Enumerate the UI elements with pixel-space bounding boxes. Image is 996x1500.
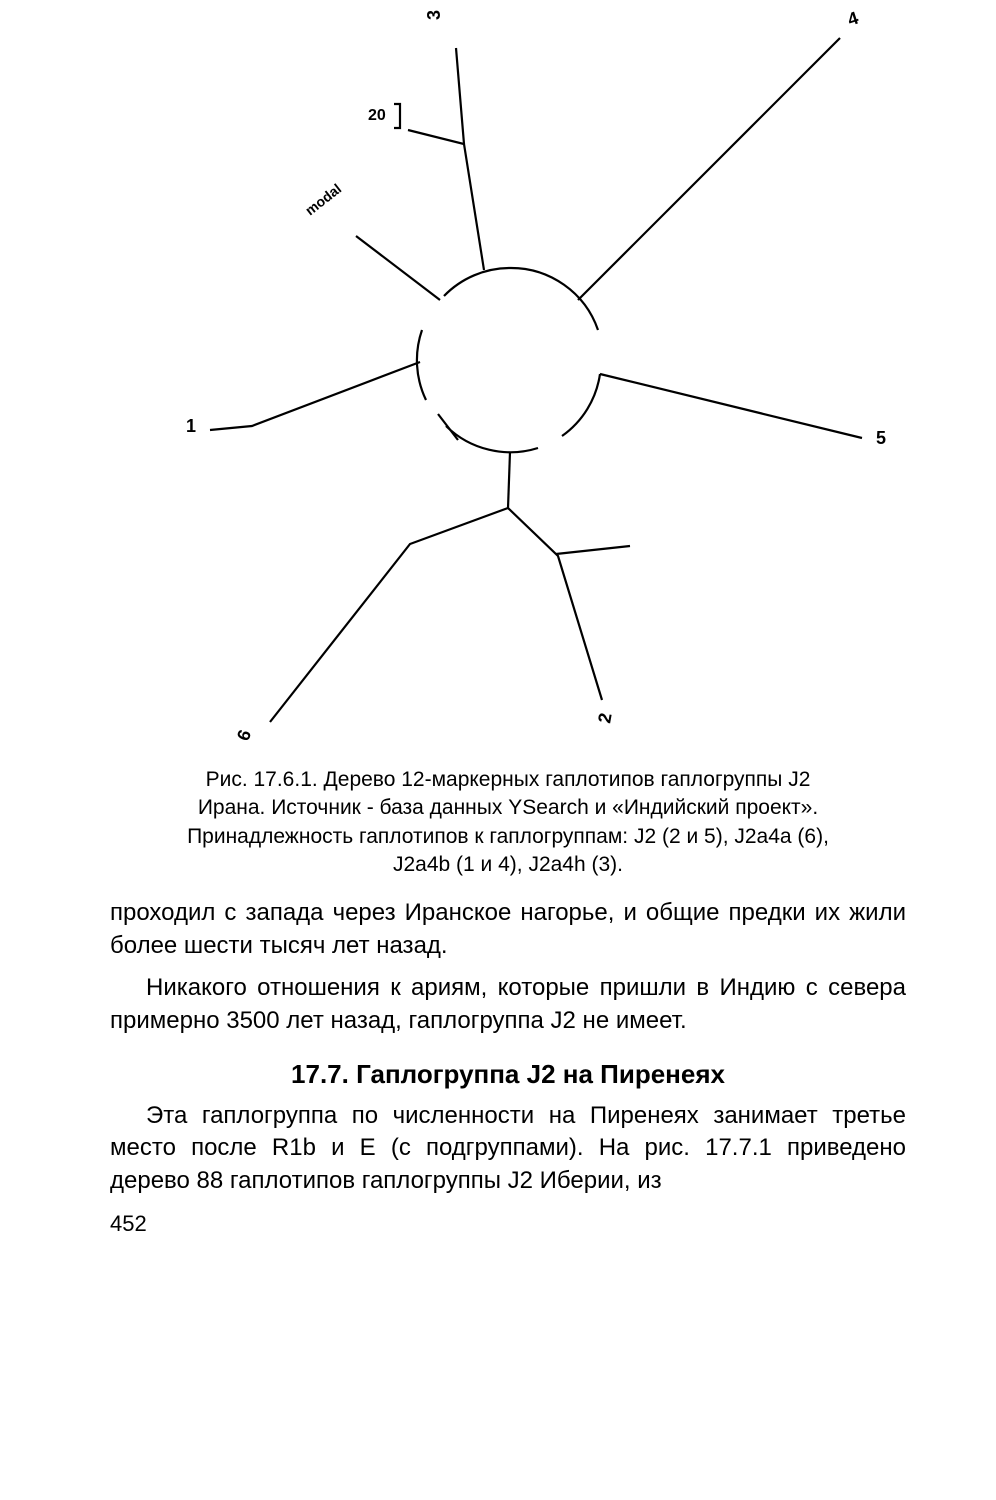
caption-line-1: Рис. 17.6.1. Дерево 12-маркерных гаплоти… [206, 768, 811, 791]
caption-line-4: J2a4b (1 и 4), J2a4h (3). [393, 853, 623, 876]
section-heading: 17.7. Гаплогруппа J2 на Пиренеях [110, 1059, 906, 1090]
node-5-label: 5 [876, 428, 886, 448]
page: 1 3 4 5 2 6 20 modal Рис. 17.6.1. Дерево… [0, 0, 996, 1500]
node-3-label: 3 [424, 10, 444, 20]
caption-line-2: Ирана. Источник - база данных YSearch и … [198, 796, 818, 819]
paragraph-1: проходил с запада через Иранское нагорье… [110, 897, 906, 962]
node-4-label: 4 [845, 8, 861, 30]
tree-diagram: 1 3 4 5 2 6 20 modal [110, 0, 906, 760]
node-6-label: 6 [233, 727, 255, 743]
paragraph-2: Никакого отношения к ариям, которые приш… [110, 972, 906, 1037]
page-number: 452 [110, 1211, 906, 1237]
node-1-label: 1 [186, 416, 196, 436]
figure-caption: Рис. 17.6.1. Дерево 12-маркерных гаплоти… [140, 766, 876, 879]
paragraph-3: Эта гаплогруппа по численности на Пирене… [110, 1100, 906, 1197]
tree-svg: 1 3 4 5 2 6 20 modal [110, 0, 910, 760]
caption-line-3: Принадлежность гаплотипов к гаплогруппам… [187, 825, 829, 848]
node-2-label: 2 [594, 711, 615, 724]
modal-label: modal [302, 180, 344, 218]
scale-label: 20 [368, 107, 386, 124]
